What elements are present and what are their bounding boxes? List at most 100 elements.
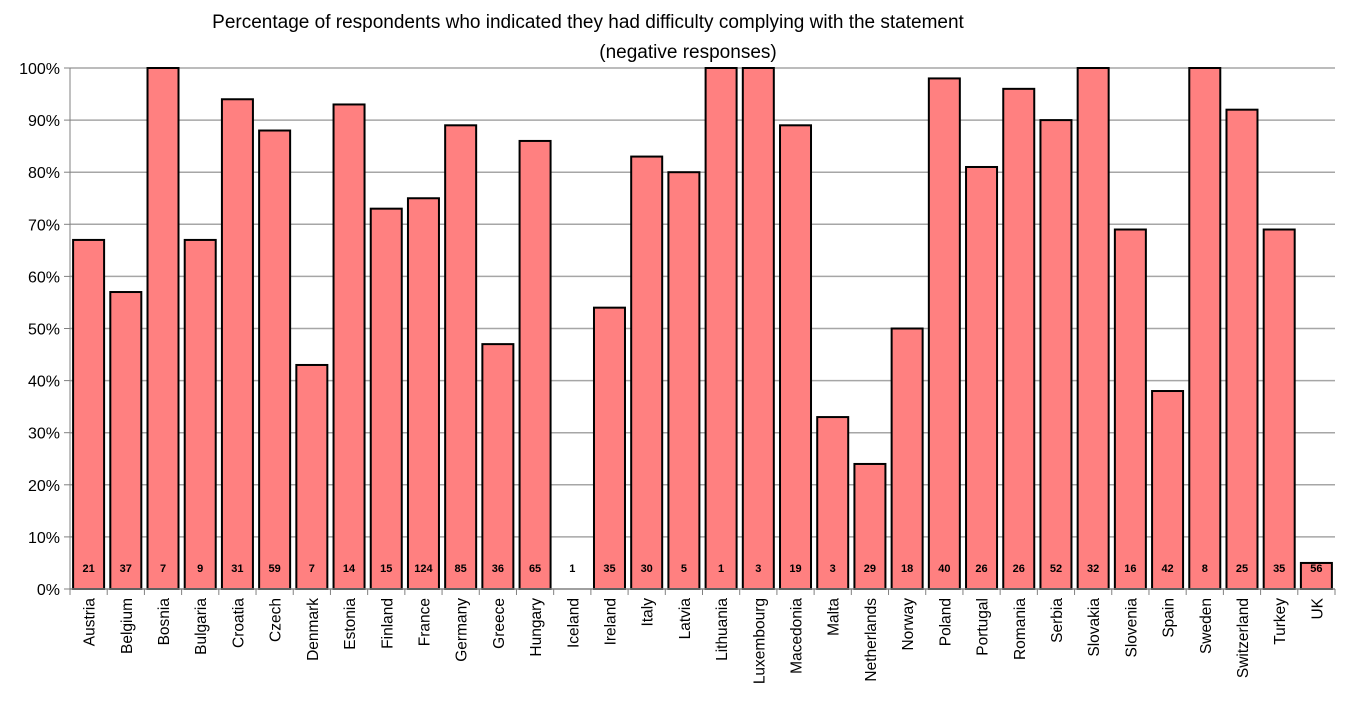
bar-count-label: 1 xyxy=(718,563,724,575)
bar-count-label: 3 xyxy=(830,563,836,575)
bar-count-label: 85 xyxy=(455,563,467,575)
x-tick-label: Slovakia xyxy=(1086,598,1103,657)
x-tick-label: Latvia xyxy=(677,598,694,640)
x-tick-label: Switzerland xyxy=(1235,598,1252,678)
bar xyxy=(667,171,701,590)
bar-count-label: 16 xyxy=(1124,563,1136,575)
bar xyxy=(109,291,143,590)
bar-count-label: 56 xyxy=(1310,563,1322,575)
bar xyxy=(332,103,366,590)
bar-count-labels: 21 37 7 9 31 59 7 14 15 124 85 36 65 1 35 30 5 1 3 19 3 29 18 4… xyxy=(82,563,1322,575)
bar-count-label: 52 xyxy=(1050,563,1062,575)
x-tick-label: Iceland xyxy=(565,598,582,648)
bar-count-label: 29 xyxy=(864,563,876,575)
x-tick-label: Macedonia xyxy=(789,598,806,674)
bar-count-label: 30 xyxy=(641,563,653,575)
bar xyxy=(481,343,515,590)
bar xyxy=(1299,561,1333,591)
bar xyxy=(444,124,478,590)
x-tick-label: Germany xyxy=(454,598,471,662)
bar-count-label: 31 xyxy=(231,563,243,575)
bar-count-label: 26 xyxy=(1013,563,1025,575)
y-tick-label: 60% xyxy=(28,269,60,286)
x-tick-label: Sweden xyxy=(1198,598,1215,654)
x-tick-label: Romania xyxy=(1012,598,1029,660)
bar-count-label: 1 xyxy=(569,563,575,575)
x-tick-label: Netherlands xyxy=(863,598,880,682)
bar xyxy=(1002,87,1036,590)
bar-count-label: 19 xyxy=(789,563,801,575)
bar xyxy=(816,416,850,590)
y-tick-label: 90% xyxy=(28,113,60,130)
y-tick-label: 40% xyxy=(28,374,60,391)
bar xyxy=(630,155,664,590)
bar-count-label: 42 xyxy=(1161,563,1173,575)
bar xyxy=(295,363,329,590)
bar xyxy=(1262,228,1296,590)
x-tick-label: Croatia xyxy=(230,598,247,648)
y-tick-label: 70% xyxy=(28,217,60,234)
bar xyxy=(183,238,217,590)
bar xyxy=(258,129,292,591)
x-tick-label: Lithuania xyxy=(714,598,731,661)
bar xyxy=(779,124,813,590)
bar xyxy=(1151,390,1185,590)
y-tick-label: 80% xyxy=(28,165,60,182)
bar xyxy=(927,77,961,590)
bar xyxy=(1113,228,1147,590)
bar xyxy=(890,327,924,590)
x-tick-label: Malta xyxy=(826,598,843,636)
bar-count-label: 15 xyxy=(380,563,392,575)
bar xyxy=(518,139,552,590)
bar-count-label: 65 xyxy=(529,563,541,575)
x-tick-label: Czech xyxy=(268,598,285,642)
bar-count-label: 3 xyxy=(755,563,761,575)
x-tick-label: Austria xyxy=(82,598,99,647)
y-tick-label: 10% xyxy=(28,530,60,547)
bar-count-label: 7 xyxy=(309,563,315,575)
bar xyxy=(1039,119,1073,590)
bar-count-label: 26 xyxy=(975,563,987,575)
x-axis-category-labels: Austria Belgium Bosnia Bulgaria Croatia Czech… xyxy=(82,597,1327,684)
bar-count-label: 40 xyxy=(938,563,950,575)
x-tick-label: Denmark xyxy=(305,598,322,661)
bar-count-label: 36 xyxy=(492,563,504,575)
bar-count-label: 8 xyxy=(1202,563,1208,575)
bar xyxy=(1076,67,1110,590)
y-tick-label: 100% xyxy=(19,61,60,78)
x-tick-label: Poland xyxy=(937,598,954,646)
bar-count-label: 37 xyxy=(120,563,132,575)
bar xyxy=(72,238,106,590)
y-tick-label: 20% xyxy=(28,478,60,495)
x-tick-label: Belgium xyxy=(119,598,136,654)
x-tick-label: Finland xyxy=(379,598,396,649)
x-tick-label: Ireland xyxy=(602,598,619,645)
bar-count-label: 5 xyxy=(681,563,687,575)
bar xyxy=(146,67,180,590)
x-tick-label: Spain xyxy=(1161,598,1178,638)
x-tick-label: Greece xyxy=(491,598,508,649)
x-tick-label: Italy xyxy=(640,598,657,627)
bar xyxy=(369,207,403,590)
bar-count-label: 7 xyxy=(160,563,166,575)
bar-count-label: 21 xyxy=(82,563,94,575)
bar xyxy=(592,306,626,590)
bar-count-label: 35 xyxy=(603,563,615,575)
bar xyxy=(965,165,999,591)
chart-title: Percentage of respondents who indicated … xyxy=(212,12,964,33)
x-tick-label: Turkey xyxy=(1272,598,1289,645)
x-tick-label: Slovenia xyxy=(1123,598,1140,658)
bar xyxy=(220,98,254,590)
bar xyxy=(1188,67,1222,590)
bar-count-label: 9 xyxy=(197,563,203,575)
bar xyxy=(406,197,440,590)
x-tick-label: Hungary xyxy=(528,598,545,657)
x-tick-label: Serbia xyxy=(1049,598,1066,643)
x-tick-label: Bosnia xyxy=(156,598,173,646)
bar-count-label: 59 xyxy=(269,563,281,575)
bar-count-label: 124 xyxy=(414,563,433,575)
x-tick-label: France xyxy=(416,598,433,646)
y-tick-label: 50% xyxy=(28,322,60,339)
